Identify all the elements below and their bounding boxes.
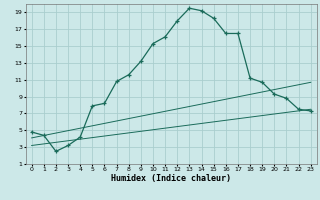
X-axis label: Humidex (Indice chaleur): Humidex (Indice chaleur) [111,174,231,183]
